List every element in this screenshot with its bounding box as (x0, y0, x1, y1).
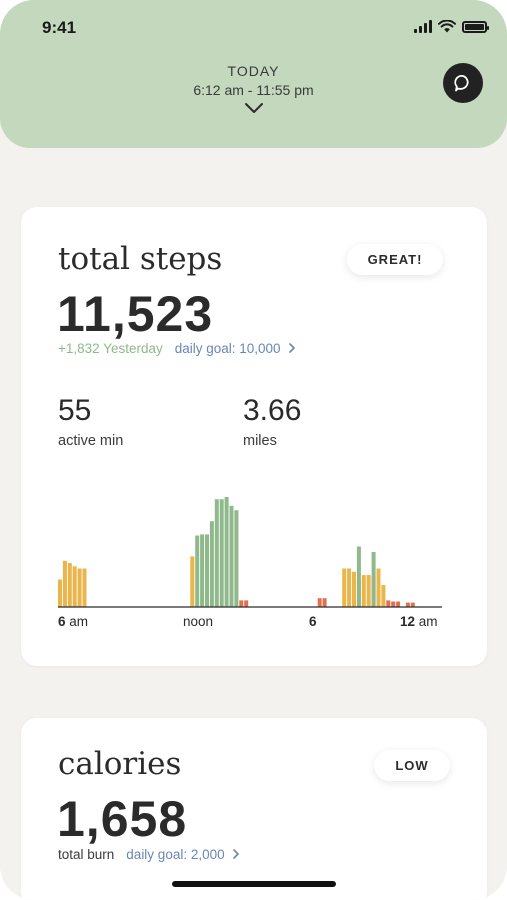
steps-bar (224, 497, 229, 607)
steps-bar (67, 563, 72, 607)
home-indicator (172, 881, 336, 887)
chart-tick-label: noon (183, 614, 214, 629)
steps-bar (347, 568, 352, 607)
calories-status-badge: LOW (374, 750, 450, 781)
steps-bar (381, 585, 386, 607)
steps-bar (366, 575, 371, 607)
cellular-signal-icon (414, 20, 432, 33)
status-icons (414, 20, 489, 33)
chevron-right-icon (233, 849, 240, 859)
steps-bar (219, 499, 224, 607)
wifi-icon (438, 20, 456, 33)
chart-tick-label: 6 am (58, 614, 89, 629)
steps-card[interactable]: total steps GREAT! 11,523 +1,832 Yesterd… (21, 207, 487, 666)
calories-label: total burn (58, 847, 115, 862)
calories-goal-label: daily goal: 2,000 (126, 847, 225, 862)
steps-bar (58, 579, 62, 607)
chevron-down-icon[interactable] (244, 102, 264, 114)
steps-bar (322, 598, 327, 607)
steps-title: total steps (58, 241, 223, 277)
steps-bar (205, 534, 209, 607)
today-label: TODAY (227, 63, 280, 79)
steps-subrow: +1,832 Yesterday daily goal: 10,000 (58, 341, 296, 356)
steps-bar (214, 499, 219, 607)
steps-bar (82, 568, 87, 607)
steps-bar (352, 571, 356, 607)
steps-bar (391, 601, 396, 607)
steps-status-badge: GREAT! (347, 244, 443, 275)
time-range: 6:12 am - 11:55 pm (193, 82, 314, 98)
calories-title: calories (58, 746, 182, 782)
calories-value: 1,658 (57, 791, 188, 847)
battery-icon (462, 20, 489, 33)
steps-bar (62, 560, 67, 607)
steps-bar (209, 521, 214, 607)
status-time: 9:41 (42, 18, 77, 37)
miles-label: miles (243, 433, 277, 449)
active-min-value: 55 (58, 394, 92, 427)
steps-hourly-chart (58, 497, 442, 608)
steps-bar (405, 602, 410, 607)
vs-yesterday: +1,832 Yesterday (58, 341, 163, 356)
steps-bar (356, 546, 361, 607)
calories-goal-link[interactable]: daily goal: 2,000 (126, 847, 240, 862)
steps-goal-link[interactable]: daily goal: 10,000 (175, 341, 297, 356)
steps-bar (376, 568, 381, 607)
calories-card[interactable]: calories LOW 1,658 total burn daily goal… (21, 718, 487, 900)
steps-bar (190, 556, 195, 607)
active-min-label: active min (58, 433, 124, 449)
steps-bar (410, 602, 415, 607)
steps-bar (195, 535, 200, 607)
steps-bar (342, 568, 347, 607)
steps-bar (361, 575, 366, 607)
steps-bar (371, 552, 376, 607)
chat-bubble-icon (454, 75, 469, 92)
steps-bar (72, 566, 77, 607)
steps-goal-label: daily goal: 10,000 (174, 341, 281, 356)
chart-tick-label: 12 am (400, 614, 438, 629)
steps-bar (244, 600, 249, 607)
steps-bar (229, 505, 234, 607)
steps-bar (239, 600, 244, 607)
miles-value: 3.66 (243, 394, 302, 427)
calories-subrow: total burn daily goal: 2,000 (58, 847, 240, 862)
steps-bar (386, 600, 391, 607)
steps-bar (200, 534, 205, 607)
steps-bar (396, 601, 401, 607)
steps-bar (234, 510, 239, 607)
steps-value: 11,523 (57, 286, 214, 342)
steps-bar (77, 568, 82, 607)
chart-tick-label: 6 (309, 614, 317, 629)
date-range-selector[interactable]: TODAY 6:12 am - 11:55 pm (0, 63, 507, 119)
chevron-right-icon (289, 343, 296, 353)
date-header: 9:41 TODAY 6:12 am - 11:55 pm (0, 0, 507, 148)
chat-button[interactable] (443, 63, 483, 103)
steps-bar (317, 598, 322, 607)
